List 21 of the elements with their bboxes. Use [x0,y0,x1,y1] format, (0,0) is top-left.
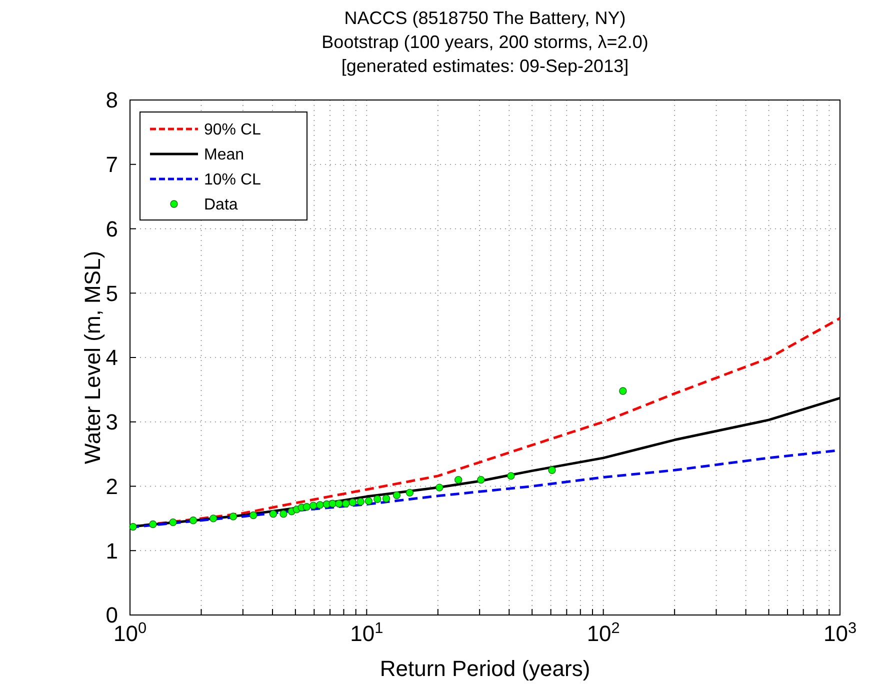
x-tick-label: 10$^{1}$ [350,620,384,646]
y-tick-label: 0 [106,602,118,628]
x-tick-label: 10$^{2}$ [586,620,620,646]
y-tick-label: 1 [106,538,118,564]
y-axis-title: Water Level (m, MSL) [80,250,105,464]
y-tick-label: 6 [106,216,118,242]
y-tick-label: 3 [106,410,118,435]
y-tick-label: 4 [106,345,118,370]
y-tick-label: 2 [106,474,118,499]
legend-label: Data [204,196,238,214]
text: [generated estimates: 09-Sep-2013] [341,56,629,76]
legend-label: 10% CL [204,172,262,189]
chart-subtitle: Bootstrap (100 years, 200 storms, λ=2.0) [322,32,648,52]
x-tick-label: 10$^{3}$ [823,620,857,646]
y-tick-label: 5 [106,280,118,306]
x-axis-title: Return Period (years) [380,656,590,681]
legend-label: 90% CL [204,122,262,139]
legend-label: Mean [204,146,244,164]
y-tick-label: 8 [106,88,118,113]
y-tick-label: 7 [106,152,118,178]
chart-title: NACCS (8518750 The Battery, NY) [344,8,626,28]
